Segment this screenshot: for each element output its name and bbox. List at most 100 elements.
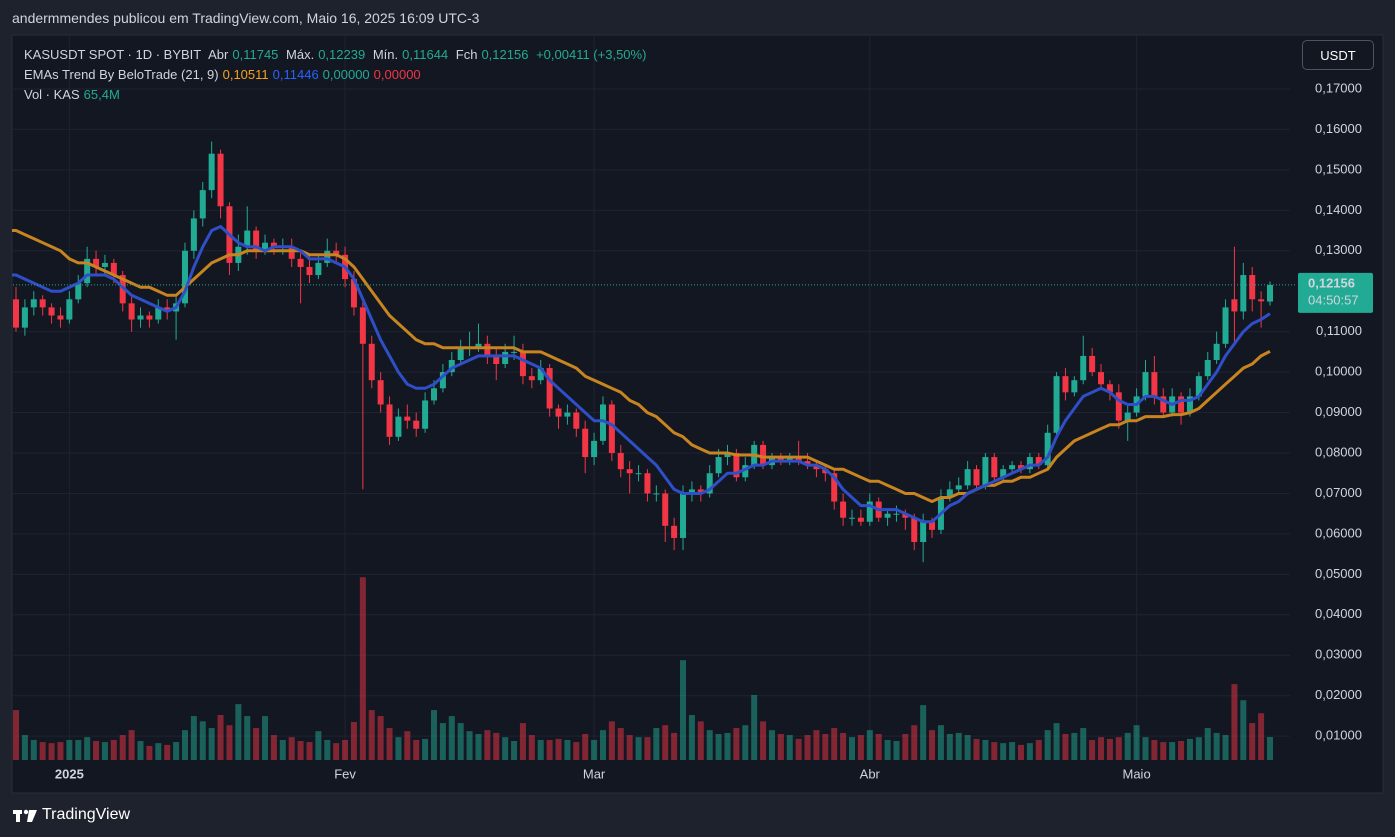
volume-bar: [333, 743, 340, 760]
candle-body: [1035, 457, 1042, 466]
footer: TradingView: [42, 806, 131, 823]
value: 0,11644: [402, 47, 449, 62]
candle-body: [1089, 355, 1096, 373]
volume-bar: [279, 739, 286, 760]
y-tick-label: 0,01000: [1315, 728, 1362, 743]
candle-body: [457, 347, 464, 360]
volume-bar: [39, 742, 46, 760]
candle-body: [66, 299, 73, 320]
candle-body: [973, 469, 980, 486]
volume-bar: [146, 745, 153, 760]
candle-body: [831, 473, 838, 502]
candle-body: [30, 299, 37, 308]
candle-body: [724, 453, 731, 458]
candle-body: [635, 473, 642, 475]
candle-body: [1115, 392, 1122, 421]
volume-bar: [973, 738, 980, 760]
volume-bar: [644, 737, 651, 760]
candle-body: [511, 351, 518, 353]
candle-body: [1062, 376, 1069, 393]
candle-body: [333, 250, 340, 255]
volume-bar: [1249, 723, 1256, 760]
volume-bar: [1026, 743, 1033, 760]
candle-body: [1053, 376, 1060, 433]
volume-bar: [866, 730, 873, 760]
volume-bar: [813, 730, 820, 760]
ema-title: EMAs Trend By BeloTrade (21, 9): [24, 67, 219, 82]
candle-body: [849, 517, 855, 519]
candle-body: [591, 440, 598, 458]
volume-bar: [751, 694, 758, 760]
candle-body: [297, 258, 304, 267]
candle-body: [1142, 372, 1149, 397]
y-tick-label: 0,05000: [1315, 566, 1362, 581]
volume-bar: [1186, 738, 1193, 760]
candle-body: [662, 493, 669, 526]
price-label: 0,12156: [1308, 275, 1355, 290]
candle-body: [608, 404, 615, 454]
volume-bar: [1089, 739, 1096, 760]
volume-bar: [1213, 732, 1220, 760]
candle-body: [706, 473, 713, 494]
label: Abr: [208, 47, 229, 62]
x-tick-label: 2025: [55, 766, 84, 781]
volume-bar: [537, 739, 544, 760]
volume-bar: [893, 741, 900, 760]
volume-bar: [395, 737, 402, 760]
volume-bar: [30, 739, 37, 760]
volume-bar: [1044, 730, 1051, 760]
candle-body: [519, 351, 526, 377]
volume-bar: [786, 735, 793, 760]
x-tick-label: Maio: [1123, 766, 1151, 781]
volume-bar: [377, 716, 384, 760]
volume-bar: [662, 725, 669, 760]
candle-body: [920, 521, 927, 542]
volume-bar: [57, 742, 64, 760]
volume-bar: [1053, 723, 1060, 760]
y-tick-label: 0,10000: [1315, 364, 1362, 379]
candle-body: [528, 376, 535, 381]
change: +0,00411 (+3,50%): [536, 47, 647, 62]
candle-body: [377, 380, 384, 405]
candle-body: [1151, 372, 1158, 397]
x-tick-label: Mar: [583, 766, 606, 781]
volume-bar: [1000, 743, 1007, 760]
volume-bar: [653, 728, 660, 760]
candle-body: [804, 461, 811, 466]
volume-bar: [164, 744, 171, 760]
candle-body: [57, 315, 64, 320]
volume-bar: [1017, 744, 1024, 760]
candle-body: [1071, 380, 1078, 393]
candle-body: [1186, 396, 1193, 413]
volume-bar: [199, 721, 206, 760]
volume-bar: [315, 731, 322, 760]
candle-body: [537, 368, 544, 381]
volume-bar: [1124, 732, 1131, 760]
candle-body: [262, 242, 269, 251]
volume-bar: [1267, 737, 1273, 760]
volume-bar: [555, 738, 562, 760]
candle-body: [866, 501, 873, 522]
candle-body: [671, 525, 678, 538]
volume-bar: [599, 730, 606, 760]
ema-value: 0,00000: [373, 67, 421, 82]
candle-body: [146, 315, 153, 320]
currency-button[interactable]: USDT: [1302, 40, 1374, 70]
volume-bar: [342, 739, 349, 760]
candle-body: [795, 457, 802, 462]
candle-body: [101, 262, 108, 267]
volume-bar: [350, 722, 357, 760]
candle-body: [368, 343, 375, 381]
volume-bar: [386, 728, 393, 760]
candle-body: [1026, 457, 1033, 470]
candle-body: [422, 400, 429, 429]
value: 0,12239: [318, 47, 366, 62]
candle-body: [39, 299, 46, 308]
volume-bar: [688, 715, 695, 760]
volume-bar: [226, 725, 233, 760]
candle-body: [733, 453, 740, 478]
volume-bar: [288, 737, 295, 760]
candle-body: [893, 513, 900, 515]
volume-bar: [1098, 737, 1105, 760]
